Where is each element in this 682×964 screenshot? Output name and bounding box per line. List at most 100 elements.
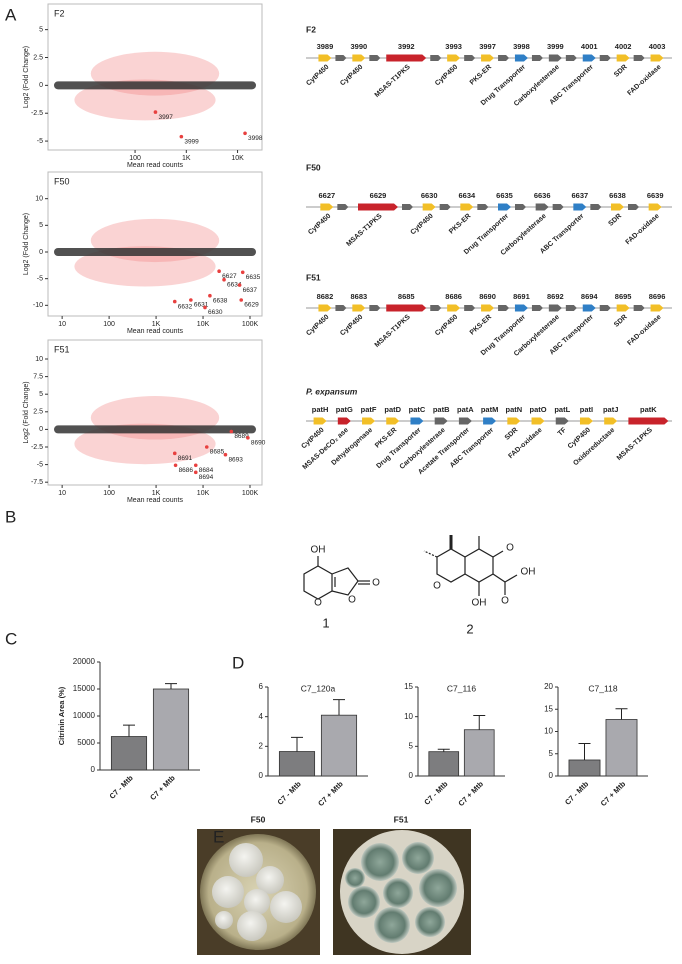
ring xyxy=(331,567,359,596)
x-tick-label: C7 + Mtb xyxy=(148,773,177,802)
y-tick-label: 10 xyxy=(35,356,43,363)
y-tick-label: 10 xyxy=(35,196,43,203)
x-axis-label: Mean read counts xyxy=(127,162,184,169)
gene-id: 8686 xyxy=(445,292,462,301)
gene-function: SDR xyxy=(613,314,629,329)
gene-function: FAD-oxidase xyxy=(626,64,662,98)
x-tick-label: C7 - Mtb xyxy=(422,779,450,807)
gene-arrow xyxy=(477,204,489,210)
gene-arrow xyxy=(531,417,545,425)
gene-function: MSAS-T1PKS xyxy=(374,313,412,349)
atom-label: O xyxy=(501,596,509,607)
gene-arrow xyxy=(628,417,669,425)
error-bar xyxy=(473,714,486,730)
atom-label: O xyxy=(506,543,514,554)
y-tick-label: 0 xyxy=(39,82,43,89)
bond xyxy=(492,550,504,558)
gene-function: CytP450 xyxy=(339,64,364,88)
gene-annotation: 6634 xyxy=(227,281,242,288)
cluster-name: F2 xyxy=(306,24,316,34)
gene-arrow xyxy=(460,203,474,211)
bar xyxy=(110,736,148,771)
highlighted-gene xyxy=(173,463,178,468)
compound-number: 2 xyxy=(466,621,473,636)
panel-label: E xyxy=(213,827,224,846)
gene-id: patJ xyxy=(603,405,618,414)
gene-function: CytP450 xyxy=(434,314,459,338)
gene-arrow xyxy=(514,54,528,62)
gene-arrow xyxy=(386,417,400,425)
gene-annotation: 8686 xyxy=(179,467,194,474)
gene-id: patM xyxy=(481,405,499,414)
gene-id: 6635 xyxy=(496,191,513,200)
bond xyxy=(423,550,438,558)
gene-arrow xyxy=(422,203,436,211)
gene-function: CytP450 xyxy=(410,213,435,237)
y-tick-label: -10 xyxy=(33,302,43,309)
atom-label: OH xyxy=(472,598,487,609)
gene-id: patN xyxy=(505,405,522,414)
atom-label: OH xyxy=(521,567,536,578)
y-tick-label: 0 xyxy=(409,771,414,780)
chart-y-label: Citrinin Area (%) xyxy=(57,686,66,745)
gene-arrow xyxy=(498,55,510,61)
gene-function: PKS-ER xyxy=(374,427,398,450)
x-tick-label: C7 + Mtb xyxy=(456,779,485,808)
y-tick-label: 0 xyxy=(259,771,264,780)
gene-annotation: 6629 xyxy=(244,302,259,309)
plate-title: F50 xyxy=(251,814,266,824)
highlighted-gene xyxy=(246,436,250,440)
gene-arrow xyxy=(555,417,569,425)
atom-label: OH xyxy=(311,545,326,556)
baseline-cloud xyxy=(54,425,256,434)
gene-arrow xyxy=(515,204,526,210)
bar xyxy=(463,729,495,777)
gene-function: SDR xyxy=(613,64,629,79)
bar xyxy=(428,751,460,777)
gene-id: 3998 xyxy=(513,42,530,51)
gene-id: 3989 xyxy=(317,42,334,51)
gene-id: 4001 xyxy=(581,42,598,51)
gene-arrow xyxy=(464,305,476,311)
gene-annotation: 6631 xyxy=(194,302,209,309)
gene-arrow xyxy=(430,305,442,311)
gene-arrow xyxy=(514,304,528,312)
gene-annotation: 8691 xyxy=(178,455,193,462)
y-tick-label: 20000 xyxy=(73,657,96,666)
error-bar xyxy=(578,743,591,760)
x-tick-label: 100 xyxy=(103,321,115,328)
highlighted-gene xyxy=(193,470,198,475)
bar xyxy=(568,759,601,777)
gene-annotation: 6637 xyxy=(243,287,258,294)
gene-arrow xyxy=(599,55,611,61)
gene-arrow xyxy=(650,304,664,312)
gene-arrow xyxy=(318,54,332,62)
highlighted-gene xyxy=(237,283,242,287)
error-bar xyxy=(615,708,628,720)
gene-arrow xyxy=(507,417,521,425)
cluster-name: P. expansum xyxy=(306,386,358,396)
gene-id: 6629 xyxy=(370,191,387,200)
x-axis-label: Mean read counts xyxy=(127,328,184,335)
highlighted-gene xyxy=(172,451,177,456)
highlighted-gene xyxy=(172,299,177,304)
gene-arrow xyxy=(633,305,645,311)
gene-id: 8682 xyxy=(317,292,334,301)
gene-id: patA xyxy=(457,405,474,414)
y-tick-label: 20 xyxy=(544,682,553,691)
gene-arrow xyxy=(498,305,510,311)
x-tick-label: 10K xyxy=(231,155,244,162)
y-tick-label: 0 xyxy=(39,249,43,256)
panel-label: C xyxy=(5,629,17,648)
gene-id: patF xyxy=(361,405,377,414)
gene-function: Carboxylesterase xyxy=(399,427,447,471)
gene-arrow xyxy=(447,304,461,312)
y-tick-label: 6 xyxy=(259,682,264,691)
y-tick-label: 4 xyxy=(259,712,264,721)
y-tick-label: 5000 xyxy=(77,738,95,747)
y-axis-label: Log2 (Fold Change) xyxy=(23,46,30,108)
gene-function: FAD-oxidase xyxy=(626,314,662,348)
gene-arrow xyxy=(464,55,476,61)
error-bar xyxy=(333,699,345,716)
y-tick-label: 15000 xyxy=(73,684,96,693)
